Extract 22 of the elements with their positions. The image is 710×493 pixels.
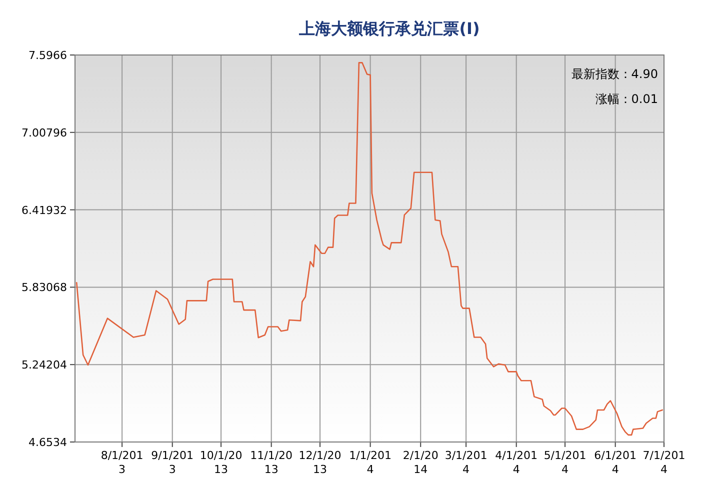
y-tick-label: 5.83068 [22,281,67,294]
y-tick-label: 7.00796 [22,126,67,140]
y-tick-label: 5.24204 [22,358,67,372]
x-tick-label: 7/1/201 4 [642,449,686,476]
x-tick-label: 9/1/201 3 [151,449,194,476]
x-tick-label: 5/1/201 4 [544,449,586,476]
x-tick-label: 3/1/201 4 [444,449,488,476]
x-tick-label: 2/1/20 14 [402,449,438,476]
x-tick-label: 8/1/201 3 [100,449,144,476]
line-series [76,62,664,436]
y-tick-label: 4.6534 [28,436,67,449]
x-tick-label: 1/1/201 4 [349,449,392,476]
x-tick-label: 6/1/201 4 [594,449,637,476]
x-tick-label: 10/1/20 13 [200,449,242,476]
annotation: 涨幅：0.01 [595,92,658,106]
x-tick-label: 4/1/201 4 [495,449,538,476]
x-tick-label: 11/1/20 13 [250,449,293,476]
y-tick-label: 7.5966 [28,49,67,62]
x-tick-label: 12/1/20 13 [298,449,342,476]
chart-title: 上海大额银行承兑汇票(Ⅰ) [298,19,480,38]
y-tick-label: 6.41932 [22,204,67,217]
annotation: 最新指数：4.90 [571,67,658,81]
